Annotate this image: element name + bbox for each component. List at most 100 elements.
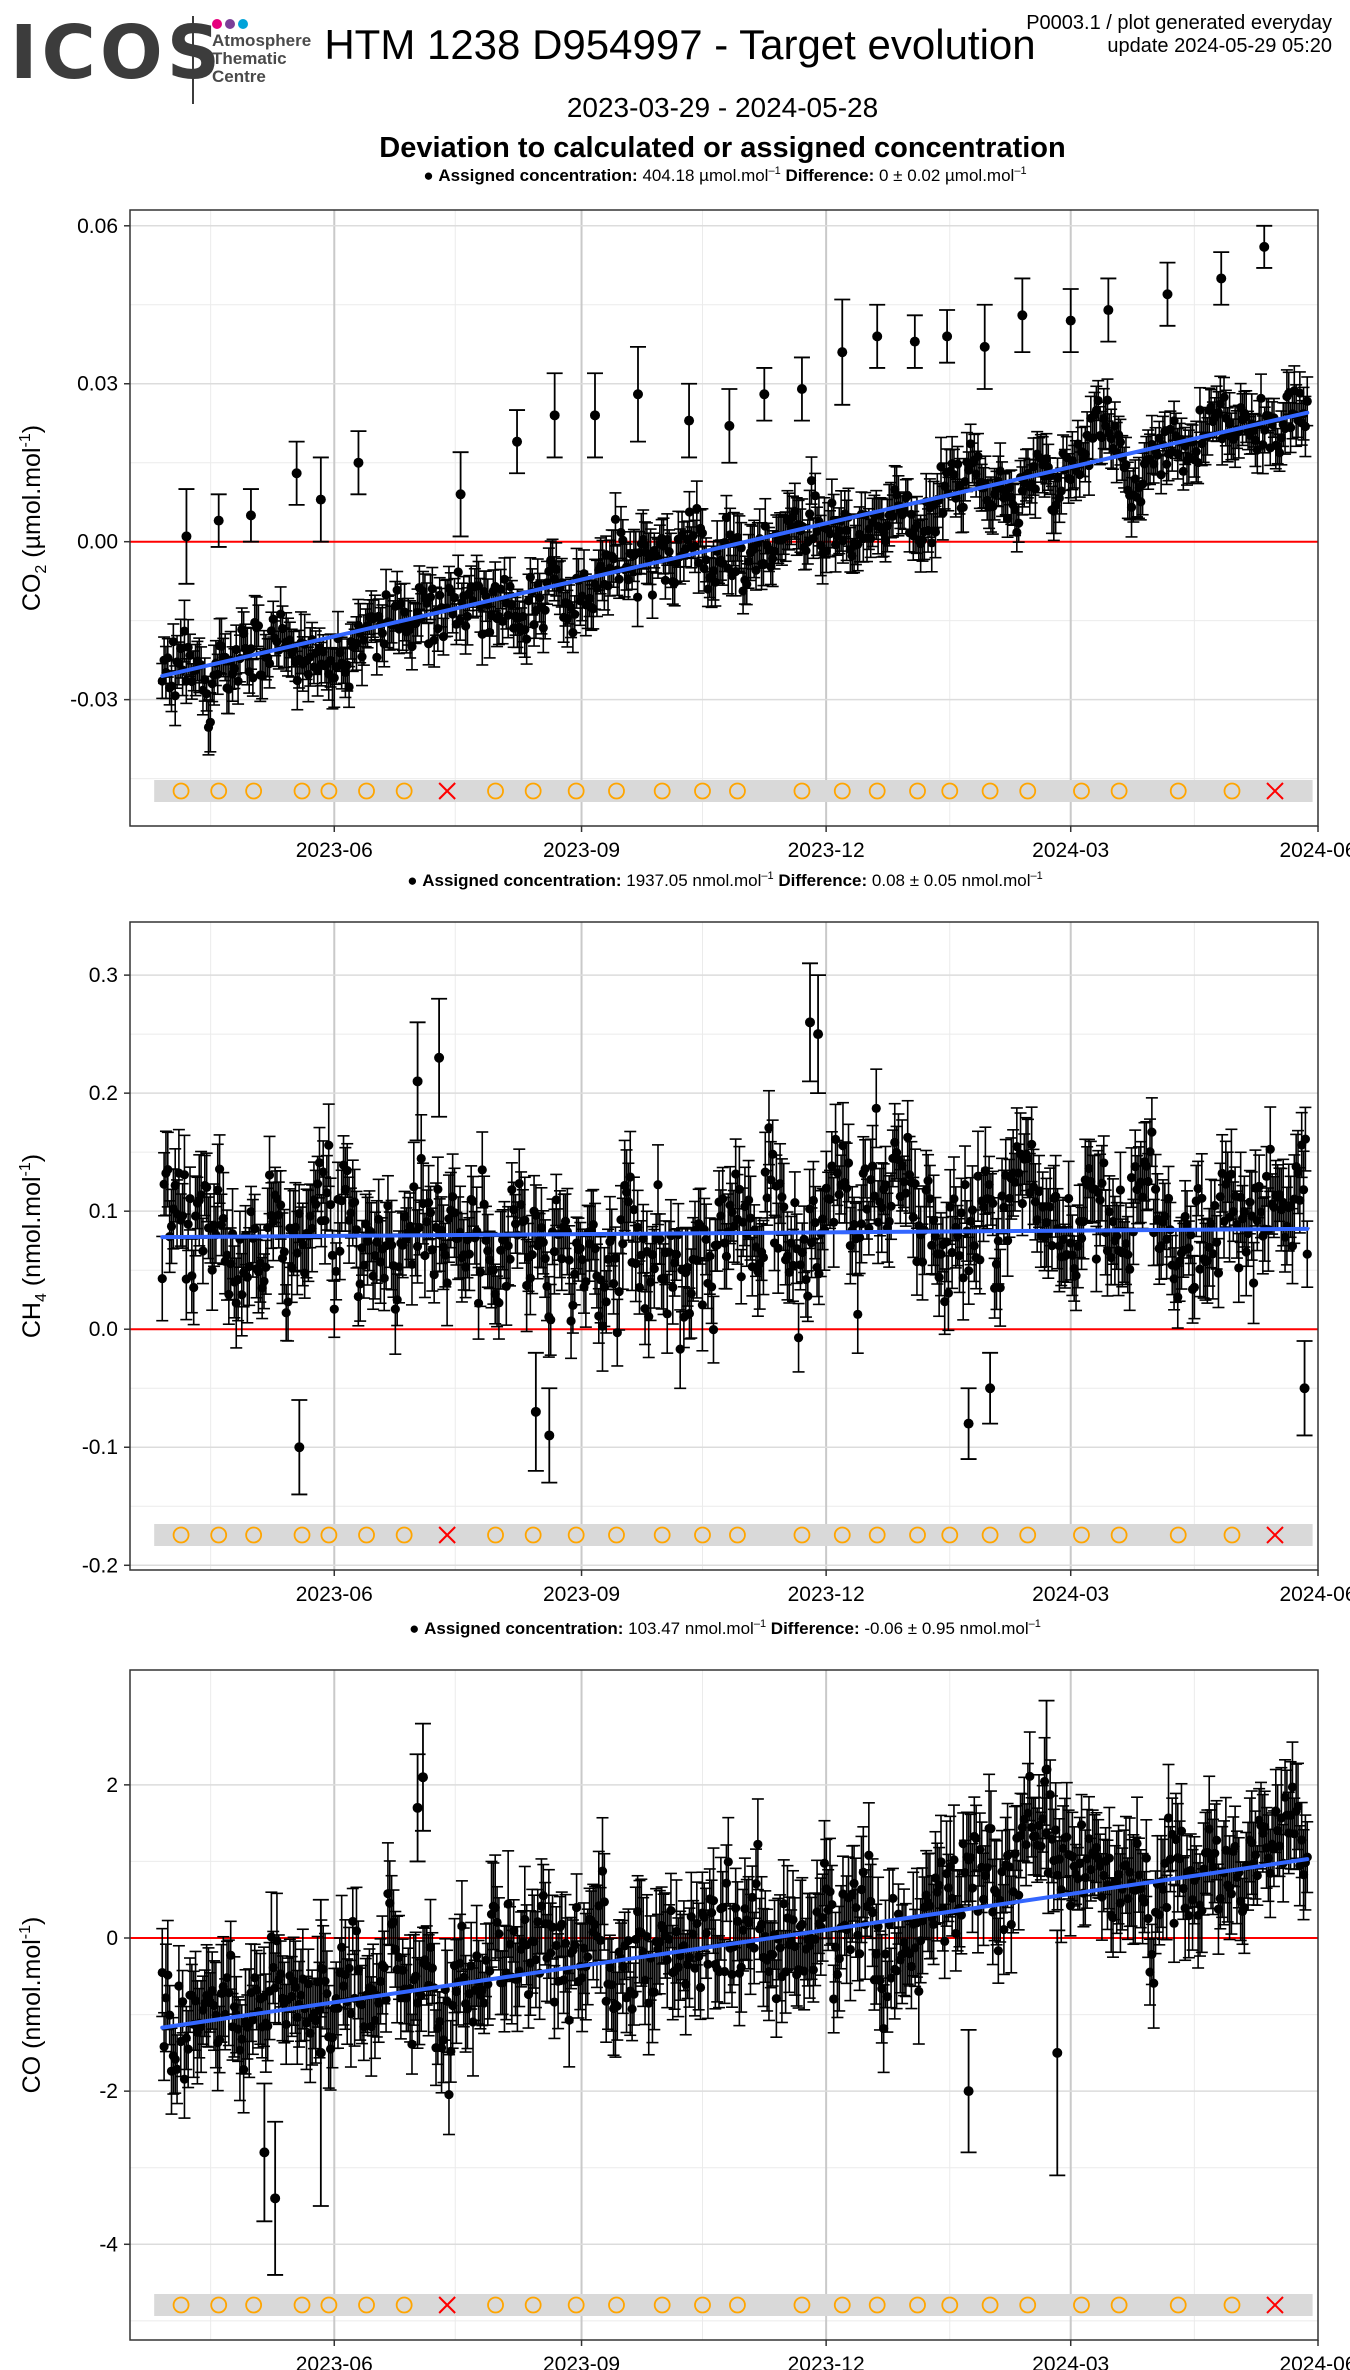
point-marker [259,1276,269,1286]
point-marker [379,639,389,649]
point-marker [614,574,624,584]
outlier-point [1213,251,1230,306]
point-marker [372,652,382,662]
flag-ok-icon [395,1526,413,1544]
flag-ok-icon [1223,782,1241,800]
flag-ok-icon [320,782,338,800]
point-marker [623,1197,633,1207]
outlier-point [288,440,305,506]
legend-label: Assigned concentration: [422,871,626,890]
point-marker [608,1279,619,1289]
point-marker [1295,388,1305,398]
data-point [274,1169,287,1240]
flag-ok-icon [320,1526,338,1544]
point-marker [1286,422,1296,433]
point-marker [575,1243,585,1253]
flag-ok-icon [567,1526,585,1544]
logo-dot-2 [225,19,235,29]
point-marker [551,1195,561,1205]
point-marker [979,341,990,352]
flag-ok-icon [1073,782,1090,800]
point-marker [409,1182,419,1192]
point-marker [455,489,466,500]
flag-ok-icon [358,1526,375,1544]
point-marker [1093,395,1103,406]
point-marker [318,1167,328,1177]
data-point [431,1156,444,1223]
legend-value-sup: –1 [768,165,780,177]
y-tick-label: 0.00 [77,531,118,554]
flag-ok-icon [245,782,263,800]
data-point [700,1203,713,1276]
point-marker [671,1249,682,1260]
flag-ok-icon [1169,1526,1187,1544]
point-marker [477,629,487,639]
point-marker [505,1254,515,1264]
point-marker [640,1304,650,1314]
point-marker [233,1274,243,1285]
flag-ok-icon [981,1526,999,1544]
legend-label: Assigned concentration: [438,166,642,185]
flag-bad-icon [438,1526,456,1544]
point-marker [353,1291,363,1302]
point-marker [433,1184,443,1194]
point-marker [292,1248,302,1258]
point-marker [425,1207,436,1218]
point-marker [1073,439,1083,449]
point-marker [390,1304,400,1314]
point-marker [420,1250,430,1261]
y-tick-label: 0.06 [77,215,118,238]
point-marker [157,1273,167,1284]
data-point [498,1200,511,1280]
generation-note: P0003.1 / plot generated everyday update… [1026,12,1332,58]
data-point [313,1126,326,1199]
point-marker [1154,433,1164,443]
point-marker [477,1165,487,1175]
flag-bad-icon [438,782,456,800]
point-marker [664,546,674,557]
point-marker [407,1259,417,1269]
point-marker [708,1325,719,1335]
flag-ok-icon [487,782,504,800]
data-point [354,1245,367,1322]
point-marker [342,1165,352,1176]
point-marker [647,590,658,600]
point-marker [570,609,580,619]
data-point [183,1166,196,1231]
chart-subtitle: Deviation to calculated or assigned conc… [379,132,1066,164]
point-marker [292,675,302,686]
point-marker [712,1240,722,1250]
data-point [178,599,191,663]
point-marker [759,389,770,400]
data-point [278,1208,291,1295]
point-marker [298,1239,308,1250]
ylabel-main: CO [18,574,46,612]
outlier-point [1256,224,1273,269]
point-marker [315,494,326,505]
data-point [735,1248,748,1305]
point-marker [660,575,670,585]
point-marker [185,1193,195,1204]
trend-line [160,410,1310,678]
point-marker [1102,395,1113,405]
point-marker [546,1315,556,1325]
data-point [640,1210,653,1293]
point-marker [949,469,959,480]
icos-logo: ICOS Atmosphere Thematic Centre [10,12,320,108]
data-point [683,490,696,534]
outlier-point [210,493,227,548]
point-marker [1165,424,1175,434]
legend-diff-sup: –1 [1031,870,1043,882]
logo-dot-1 [212,19,222,29]
point-marker [616,527,626,538]
y-tick-label: 0.03 [77,373,118,396]
point-marker [498,616,508,627]
point-marker [1300,421,1310,432]
point-marker [608,554,619,564]
data-point [1301,376,1314,427]
data-point [627,1176,640,1243]
point-marker [425,592,436,602]
point-marker [736,1272,746,1282]
point-marker [601,1297,611,1307]
point-marker [185,650,195,660]
